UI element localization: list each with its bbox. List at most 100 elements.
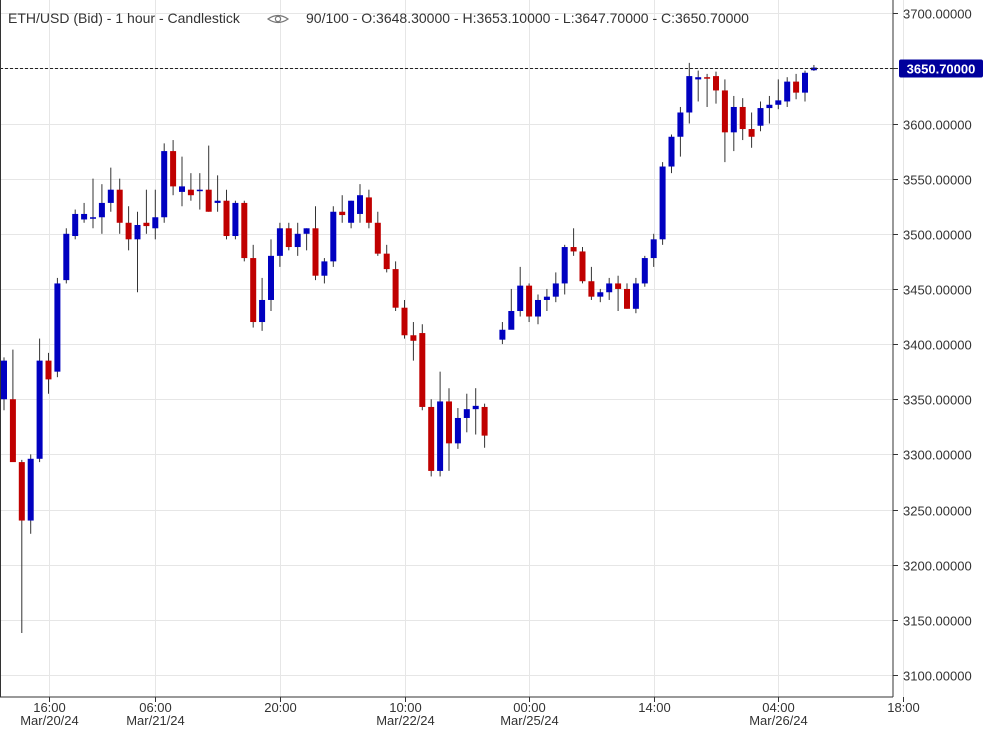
candle <box>677 106 684 157</box>
candle-body <box>775 100 782 105</box>
eye-icon[interactable] <box>266 14 290 24</box>
candle-body <box>98 202 105 218</box>
x-tick-time: 06:00 <box>139 700 172 715</box>
candle-body <box>90 217 96 219</box>
current-price-badge: 3650.70000 <box>899 59 983 78</box>
candle-body <box>588 281 595 297</box>
candle-body <box>784 81 791 102</box>
candle-body <box>454 417 461 444</box>
candle <box>650 233 657 267</box>
candle-body <box>810 67 817 71</box>
candle-body <box>579 251 586 282</box>
candle <box>401 299 408 339</box>
candle-body <box>615 283 622 289</box>
candle <box>579 247 586 284</box>
candle <box>232 200 239 240</box>
candle <box>446 388 452 471</box>
candle-body <box>107 189 114 203</box>
candle-body <box>1 360 7 400</box>
candle <box>410 322 417 361</box>
candle <box>802 70 808 102</box>
y-tick-label: 3300.00000 <box>903 448 972 463</box>
candle <box>543 288 550 312</box>
candle <box>517 266 524 317</box>
candle <box>348 200 355 229</box>
candle <box>18 459 25 634</box>
candle <box>570 228 577 256</box>
candle <box>392 261 399 312</box>
x-tick-time: 14:00 <box>638 700 671 715</box>
candle-body <box>196 189 203 192</box>
candle-body <box>713 76 719 91</box>
candle <box>161 143 168 223</box>
candle <box>481 403 488 448</box>
candle <box>90 178 96 229</box>
current-price-label: 3650.70000 <box>907 62 976 77</box>
candle-body <box>294 233 301 248</box>
candle <box>214 175 221 212</box>
candle-body <box>472 405 479 410</box>
candle <box>170 140 177 196</box>
candle <box>330 206 337 267</box>
x-tick-date: Mar/26/24 <box>749 713 808 728</box>
candle <box>668 134 675 174</box>
y-tick-label: 3250.00000 <box>903 504 972 519</box>
candle-body <box>72 213 79 237</box>
candle <box>312 206 319 281</box>
candle-body <box>45 360 52 380</box>
candle-body <box>668 136 675 167</box>
candle <box>250 244 257 328</box>
candle-body <box>339 211 346 216</box>
candle <box>134 211 141 293</box>
candle <box>499 322 506 345</box>
svg-text:90/100 - O:3648.: 90/100 - O:3648.30000 - H:3653.10000 - L… <box>306 10 749 26</box>
candle-body <box>392 269 399 308</box>
candle-body <box>223 200 230 237</box>
close-value: C:3650.70000 <box>661 10 749 26</box>
candle <box>357 184 363 223</box>
interval-label: 1 hour <box>115 10 155 26</box>
candle <box>704 73 711 107</box>
candle-body <box>748 129 755 137</box>
candle-body <box>187 189 194 196</box>
candle <box>374 211 381 256</box>
candle <box>632 277 639 314</box>
candle-body <box>241 202 248 259</box>
candle <box>419 324 426 411</box>
candle-body <box>739 106 746 130</box>
candle <box>766 95 773 124</box>
candle <box>784 77 791 107</box>
candle <box>152 189 159 240</box>
candle <box>454 408 461 449</box>
candle-body <box>125 222 132 240</box>
candle <box>472 388 479 435</box>
candle <box>303 228 310 251</box>
x-tick-time: 04:00 <box>762 700 795 715</box>
candle <box>686 62 693 124</box>
candle <box>526 283 533 323</box>
x-tick-time: 00:00 <box>513 700 546 715</box>
candle <box>659 162 666 245</box>
candle-body <box>134 224 141 240</box>
candle <box>606 277 613 300</box>
candle <box>508 288 515 330</box>
candle-body <box>526 285 533 317</box>
candle <box>223 189 230 240</box>
candle-body <box>730 106 737 133</box>
y-tick-label: 3350.00000 <box>903 393 972 408</box>
candle-body <box>446 401 452 444</box>
y-tick-label: 3400.00000 <box>903 338 972 353</box>
candle-body <box>721 90 728 133</box>
chart-info-header: ETH/USD (Bid) - 1 hour - Candlestick 90/… <box>8 10 749 26</box>
candle <box>748 112 755 148</box>
low-value: L:3647.70000 <box>563 10 649 26</box>
candle <box>72 209 79 240</box>
candle <box>196 173 203 210</box>
candle <box>641 255 648 287</box>
y-tick-label: 3450.00000 <box>903 283 972 298</box>
candle <box>721 79 728 163</box>
candle-body <box>624 288 630 309</box>
candle <box>241 200 248 262</box>
candle <box>187 173 194 201</box>
